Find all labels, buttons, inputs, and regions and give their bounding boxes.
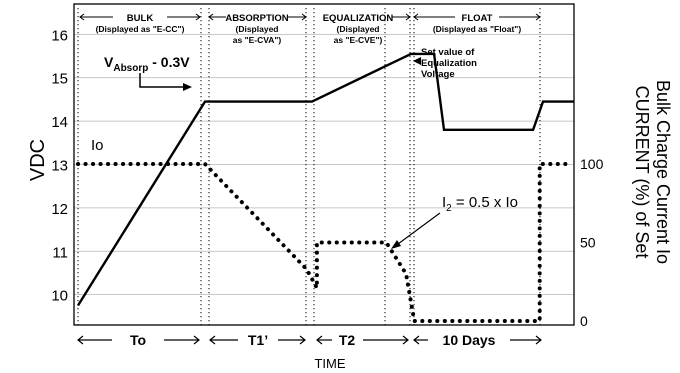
right-axis-title-line2: Bulk Charge Current Io — [653, 80, 673, 264]
stage-bulk-sub: (Displayed as "E-CC") — [96, 24, 185, 34]
annotation-setvalue-line3: Voltage — [421, 69, 455, 80]
right-tick-label-50: 50 — [580, 235, 596, 251]
annotation-vabsorp: VAbsorp - 0.3V — [104, 54, 190, 74]
left-tick-label-14: 14 — [51, 114, 68, 131]
stage-float-name: FLOAT — [462, 13, 493, 24]
left-tick-label-16: 16 — [51, 27, 68, 44]
annotation-vabsorp-v: V — [104, 54, 114, 70]
annotation-vabsorp-rest: - 0.3V — [148, 54, 190, 70]
stage-absorption-sub2: as "E-CVA") — [233, 35, 282, 45]
duration-label-t1: T1’ — [248, 332, 268, 348]
stage-bulk-name: BULK — [127, 13, 154, 24]
stage-absorption-name: ABSORPTION — [225, 13, 288, 24]
stage-equalization-sub1: (Displayed — [337, 24, 380, 34]
duration-label-10days: 10 Days — [443, 332, 496, 348]
annotation-vabsorp-sub: Absorp — [113, 63, 148, 74]
annotation-setvalue-line2: Equalization — [421, 58, 477, 69]
current-series-line — [76, 162, 569, 323]
annotation-i2-pointer — [397, 212, 441, 245]
right-tick-label-100: 100 — [580, 156, 604, 172]
right-axis-tick-labels: 100 50 0 — [580, 156, 604, 329]
annotation-vabsorp-arrowhead — [183, 83, 192, 91]
annotation-i2-sub: 2 — [446, 203, 452, 214]
stage-equalization-name: EQUALIZATION — [323, 13, 394, 24]
stage-header-arrows — [79, 13, 541, 21]
left-axis-tick-labels: 16 15 14 13 12 11 10 — [51, 27, 68, 304]
left-tick-label-10: 10 — [51, 288, 68, 305]
x-axis-title: TIME — [314, 356, 345, 371]
annotation-setvalue-arrowhead — [413, 57, 421, 65]
duration-label-t2: T2 — [339, 332, 356, 348]
stage-labels: BULK (Displayed as "E-CC") ABSORPTION (D… — [96, 13, 522, 45]
annotation-vabsorp-arrow — [139, 73, 185, 88]
stage-equalization-sub2: as "E-CVE") — [334, 35, 383, 45]
annotation-i2: I2 = 0.5 x Io — [442, 194, 518, 214]
left-tick-label-15: 15 — [51, 71, 68, 88]
left-axis-title: VDC — [27, 139, 49, 181]
duration-label-to: To — [130, 332, 146, 348]
annotation-i2-rest: = 0.5 x Io — [452, 194, 518, 211]
left-tick-label-13: 13 — [51, 158, 68, 175]
stage-float-sub: (Displayed as "Float") — [433, 24, 522, 34]
annotation-io: Io — [91, 137, 104, 154]
voltage-series-line — [76, 52, 574, 307]
annotation-i2-arrowhead — [391, 240, 401, 249]
grid-lines — [74, 33, 574, 296]
plot-frame — [73, 3, 575, 326]
right-axis-title-line1: CURRENT (%) of Set — [632, 86, 652, 259]
left-tick-label-11: 11 — [52, 244, 68, 261]
annotation-i2-i: I — [442, 194, 446, 211]
annotation-setvalue-line1: Set value of — [421, 47, 475, 58]
duration-arrows — [77, 335, 542, 345]
stage-absorption-sub1: (Displayed — [236, 24, 279, 34]
right-tick-label-0: 0 — [580, 313, 588, 329]
left-tick-label-12: 12 — [51, 201, 68, 218]
